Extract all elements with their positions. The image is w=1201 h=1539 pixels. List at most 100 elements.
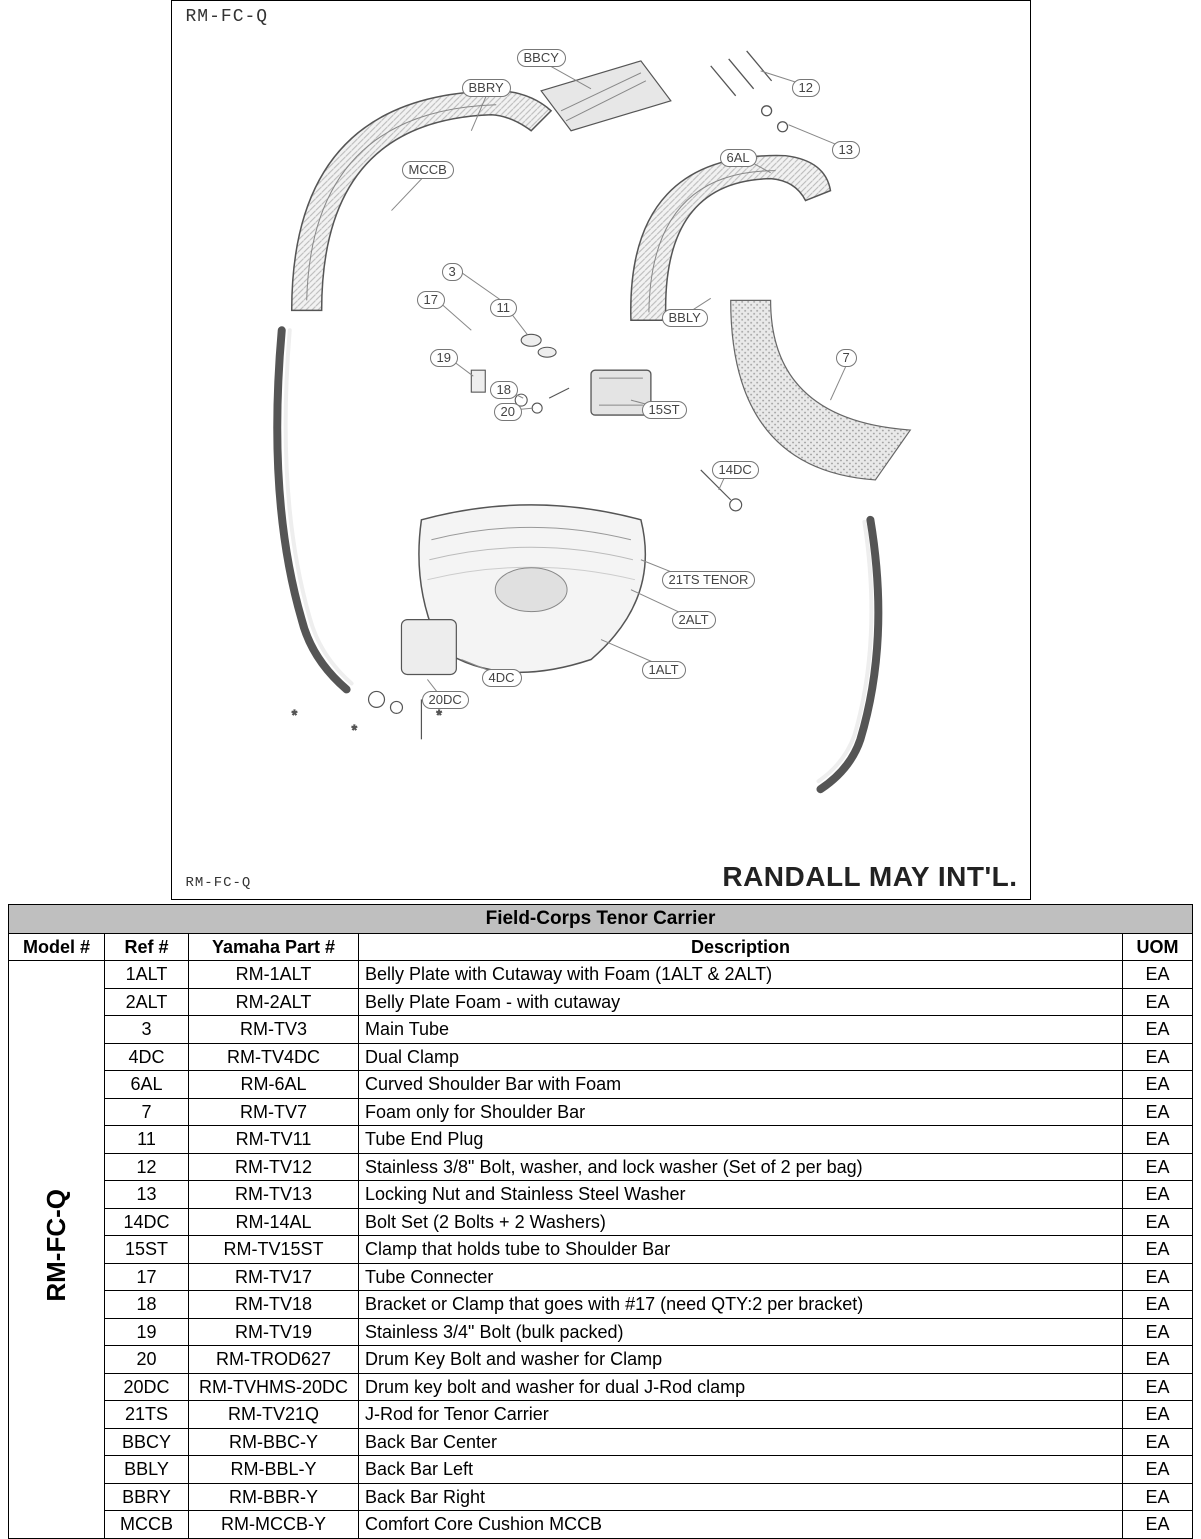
- diagram-callout: 7: [836, 349, 857, 367]
- cell-uom: EA: [1123, 1456, 1193, 1484]
- table-row: 20RM-TROD627Drum Key Bolt and washer for…: [9, 1346, 1193, 1374]
- parts-table: Field-Corps Tenor Carrier Model # Ref # …: [8, 904, 1193, 1539]
- cell-ref: 2ALT: [105, 988, 189, 1016]
- table-row: BBLYRM-BBL-YBack Bar LeftEA: [9, 1456, 1193, 1484]
- cell-ref: 12: [105, 1153, 189, 1181]
- table-row: 3RM-TV3Main TubeEA: [9, 1016, 1193, 1044]
- cell-desc: Bracket or Clamp that goes with #17 (nee…: [359, 1291, 1123, 1319]
- cell-part: RM-BBL-Y: [189, 1456, 359, 1484]
- cell-uom: EA: [1123, 1208, 1193, 1236]
- diagram-svg: * * *: [172, 1, 1030, 899]
- diagram-callout: 18: [490, 381, 518, 399]
- cell-desc: Drum Key Bolt and washer for Clamp: [359, 1346, 1123, 1374]
- cell-desc: Back Bar Right: [359, 1483, 1123, 1511]
- cell-uom: EA: [1123, 1071, 1193, 1099]
- diagram-callout: 2ALT: [672, 611, 716, 629]
- table-row: 6ALRM-6ALCurved Shoulder Bar with FoamEA: [9, 1071, 1193, 1099]
- svg-text:*: *: [351, 721, 357, 737]
- diagram-container: RM-FC-Q RM-FC-Q RANDALL MAY INT'L.: [8, 0, 1193, 900]
- cell-part: RM-TVHMS-20DC: [189, 1373, 359, 1401]
- diagram-callout: 20DC: [422, 691, 469, 709]
- cell-desc: Stainless 3/8" Bolt, washer, and lock wa…: [359, 1153, 1123, 1181]
- cell-part: RM-MCCB-Y: [189, 1511, 359, 1539]
- parts-tbody: RM-FC-Q1ALTRM-1ALTBelly Plate with Cutaw…: [9, 961, 1193, 1539]
- model-cell: RM-FC-Q: [9, 961, 105, 1539]
- cell-part: RM-2ALT: [189, 988, 359, 1016]
- table-row: 7RM-TV7Foam only for Shoulder BarEA: [9, 1098, 1193, 1126]
- table-row: 17RM-TV17Tube ConnecterEA: [9, 1263, 1193, 1291]
- diagram-callout: 20: [494, 403, 522, 421]
- cell-ref: 4DC: [105, 1043, 189, 1071]
- cell-desc: Back Bar Left: [359, 1456, 1123, 1484]
- diagram-callout: 1ALT: [642, 661, 686, 679]
- cell-desc: Bolt Set (2 Bolts + 2 Washers): [359, 1208, 1123, 1236]
- cell-uom: EA: [1123, 961, 1193, 989]
- svg-text:*: *: [291, 706, 297, 722]
- col-model: Model #: [9, 933, 105, 961]
- cell-uom: EA: [1123, 1373, 1193, 1401]
- table-row: 20DCRM-TVHMS-20DCDrum key bolt and washe…: [9, 1373, 1193, 1401]
- cell-uom: EA: [1123, 1428, 1193, 1456]
- cell-ref: 11: [105, 1126, 189, 1154]
- cell-desc: Drum key bolt and washer for dual J-Rod …: [359, 1373, 1123, 1401]
- cell-part: RM-TV17: [189, 1263, 359, 1291]
- diagram-callout: 19: [430, 349, 458, 367]
- diagram-callout: BBRY: [462, 79, 511, 97]
- cell-part: RM-14AL: [189, 1208, 359, 1236]
- cell-uom: EA: [1123, 1291, 1193, 1319]
- diagram-callout: 4DC: [482, 669, 522, 687]
- cell-uom: EA: [1123, 1236, 1193, 1264]
- cell-uom: EA: [1123, 1181, 1193, 1209]
- cell-desc: Foam only for Shoulder Bar: [359, 1098, 1123, 1126]
- cell-desc: Belly Plate with Cutaway with Foam (1ALT…: [359, 961, 1123, 989]
- diagram-callout: BBCY: [517, 49, 566, 67]
- cell-ref: MCCB: [105, 1511, 189, 1539]
- cell-uom: EA: [1123, 1346, 1193, 1374]
- model-label: RM-FC-Q: [40, 1189, 73, 1302]
- cell-desc: Locking Nut and Stainless Steel Washer: [359, 1181, 1123, 1209]
- cell-uom: EA: [1123, 1483, 1193, 1511]
- cell-desc: Tube Connecter: [359, 1263, 1123, 1291]
- cell-desc: Tube End Plug: [359, 1126, 1123, 1154]
- cell-desc: Back Bar Center: [359, 1428, 1123, 1456]
- diagram-callout: BBLY: [662, 309, 708, 327]
- cell-uom: EA: [1123, 1263, 1193, 1291]
- cell-ref: 21TS: [105, 1401, 189, 1429]
- cell-part: RM-TV12: [189, 1153, 359, 1181]
- diagram-callout: 14DC: [712, 461, 759, 479]
- diagram-callout: 3: [442, 263, 463, 281]
- exploded-view-diagram: RM-FC-Q RM-FC-Q RANDALL MAY INT'L.: [171, 0, 1031, 900]
- cell-ref: 6AL: [105, 1071, 189, 1099]
- cell-part: RM-TV4DC: [189, 1043, 359, 1071]
- cell-desc: J-Rod for Tenor Carrier: [359, 1401, 1123, 1429]
- cell-ref: 1ALT: [105, 961, 189, 989]
- table-row: 21TSRM-TV21QJ-Rod for Tenor CarrierEA: [9, 1401, 1193, 1429]
- diagram-callout: 12: [792, 79, 820, 97]
- col-part: Yamaha Part #: [189, 933, 359, 961]
- diagram-callout: 6AL: [720, 149, 757, 167]
- cell-desc: Comfort Core Cushion MCCB: [359, 1511, 1123, 1539]
- cell-part: RM-TV21Q: [189, 1401, 359, 1429]
- cell-desc: Dual Clamp: [359, 1043, 1123, 1071]
- table-row: 2ALTRM-2ALTBelly Plate Foam - with cutaw…: [9, 988, 1193, 1016]
- cell-uom: EA: [1123, 1153, 1193, 1181]
- cell-desc: Clamp that holds tube to Shoulder Bar: [359, 1236, 1123, 1264]
- table-row: 11RM-TV11Tube End PlugEA: [9, 1126, 1193, 1154]
- cell-part: RM-BBR-Y: [189, 1483, 359, 1511]
- cell-ref: 20DC: [105, 1373, 189, 1401]
- table-row: 15STRM-TV15STClamp that holds tube to Sh…: [9, 1236, 1193, 1264]
- cell-desc: Main Tube: [359, 1016, 1123, 1044]
- diagram-callout: 17: [417, 291, 445, 309]
- col-desc: Description: [359, 933, 1123, 961]
- cell-ref: BBLY: [105, 1456, 189, 1484]
- cell-ref: BBCY: [105, 1428, 189, 1456]
- col-ref: Ref #: [105, 933, 189, 961]
- col-uom: UOM: [1123, 933, 1193, 961]
- cell-ref: 14DC: [105, 1208, 189, 1236]
- cell-desc: Stainless 3/4" Bolt (bulk packed): [359, 1318, 1123, 1346]
- cell-uom: EA: [1123, 1318, 1193, 1346]
- cell-part: RM-TV18: [189, 1291, 359, 1319]
- cell-ref: 17: [105, 1263, 189, 1291]
- cell-ref: 18: [105, 1291, 189, 1319]
- cell-part: RM-BBC-Y: [189, 1428, 359, 1456]
